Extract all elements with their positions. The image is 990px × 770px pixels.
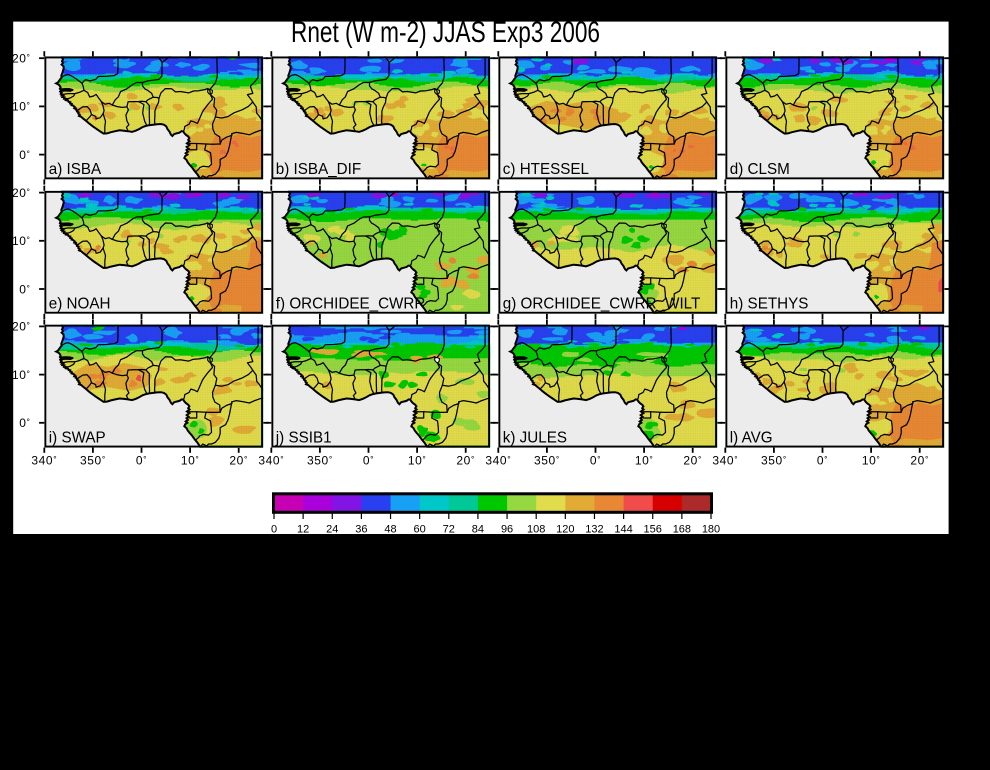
svg-text:20°: 20° [229,454,248,468]
svg-text:f) ORCHIDEE_CWRR: f) ORCHIDEE_CWRR [276,296,426,313]
svg-text:0°: 0° [363,454,374,468]
svg-text:48: 48 [384,524,396,536]
svg-text:24: 24 [326,524,338,536]
svg-text:84: 84 [472,524,484,536]
svg-text:340°: 340° [712,454,738,468]
svg-text:0°: 0° [590,454,601,468]
svg-text:b) ISBA_DIF: b) ISBA_DIF [276,161,362,178]
svg-text:0°: 0° [19,148,30,162]
svg-text:10°: 10° [12,234,31,248]
svg-text:j) SSIB1: j) SSIB1 [275,429,332,446]
svg-text:350°: 350° [534,454,560,468]
svg-text:132: 132 [585,524,603,536]
svg-text:72: 72 [443,524,455,536]
svg-text:i) SWAP: i) SWAP [49,429,106,446]
svg-text:20°: 20° [456,454,475,468]
svg-text:0°: 0° [136,454,147,468]
svg-text:350°: 350° [80,454,106,468]
svg-text:350°: 350° [761,454,787,468]
svg-text:168: 168 [673,524,691,536]
svg-text:144: 144 [614,524,632,536]
svg-text:12: 12 [297,524,309,536]
svg-text:e) NOAH: e) NOAH [49,296,111,313]
svg-text:0°: 0° [817,454,828,468]
svg-text:340°: 340° [31,454,57,468]
svg-text:0°: 0° [19,416,30,430]
svg-text:20°: 20° [12,52,31,66]
svg-text:36: 36 [355,524,367,536]
svg-text:10°: 10° [12,100,31,114]
svg-text:180: 180 [702,524,720,536]
svg-text:60: 60 [414,524,426,536]
svg-text:k) JULES: k) JULES [503,429,567,446]
svg-text:108: 108 [527,524,545,536]
svg-text:d) CLSM: d) CLSM [730,161,790,178]
svg-text:l) AVG: l) AVG [730,429,773,446]
svg-text:340°: 340° [485,454,511,468]
svg-text:0: 0 [271,524,277,536]
svg-text:c) HTESSEL: c) HTESSEL [503,161,589,178]
svg-text:0°: 0° [19,282,30,296]
svg-text:10°: 10° [635,454,654,468]
svg-text:10°: 10° [181,454,200,468]
svg-text:120: 120 [556,524,574,536]
svg-text:10°: 10° [12,368,31,382]
svg-text:10°: 10° [862,454,881,468]
svg-text:20°: 20° [12,186,31,200]
svg-text:a) ISBA: a) ISBA [49,161,102,178]
svg-text:350°: 350° [307,454,333,468]
svg-text:96: 96 [501,524,513,536]
svg-text:h) SETHYS: h) SETHYS [730,296,809,313]
svg-text:340°: 340° [258,454,284,468]
svg-text:156: 156 [644,524,662,536]
svg-text:20°: 20° [12,320,31,334]
svg-text:Rnet (W m-2) JJAS Exp3 2006: Rnet (W m-2) JJAS Exp3 2006 [291,16,600,49]
svg-text:g) ORCHIDEE_CWRR_WILT: g) ORCHIDEE_CWRR_WILT [503,296,701,313]
svg-text:10°: 10° [408,454,427,468]
svg-text:20°: 20° [910,454,929,468]
svg-text:20°: 20° [683,454,702,468]
